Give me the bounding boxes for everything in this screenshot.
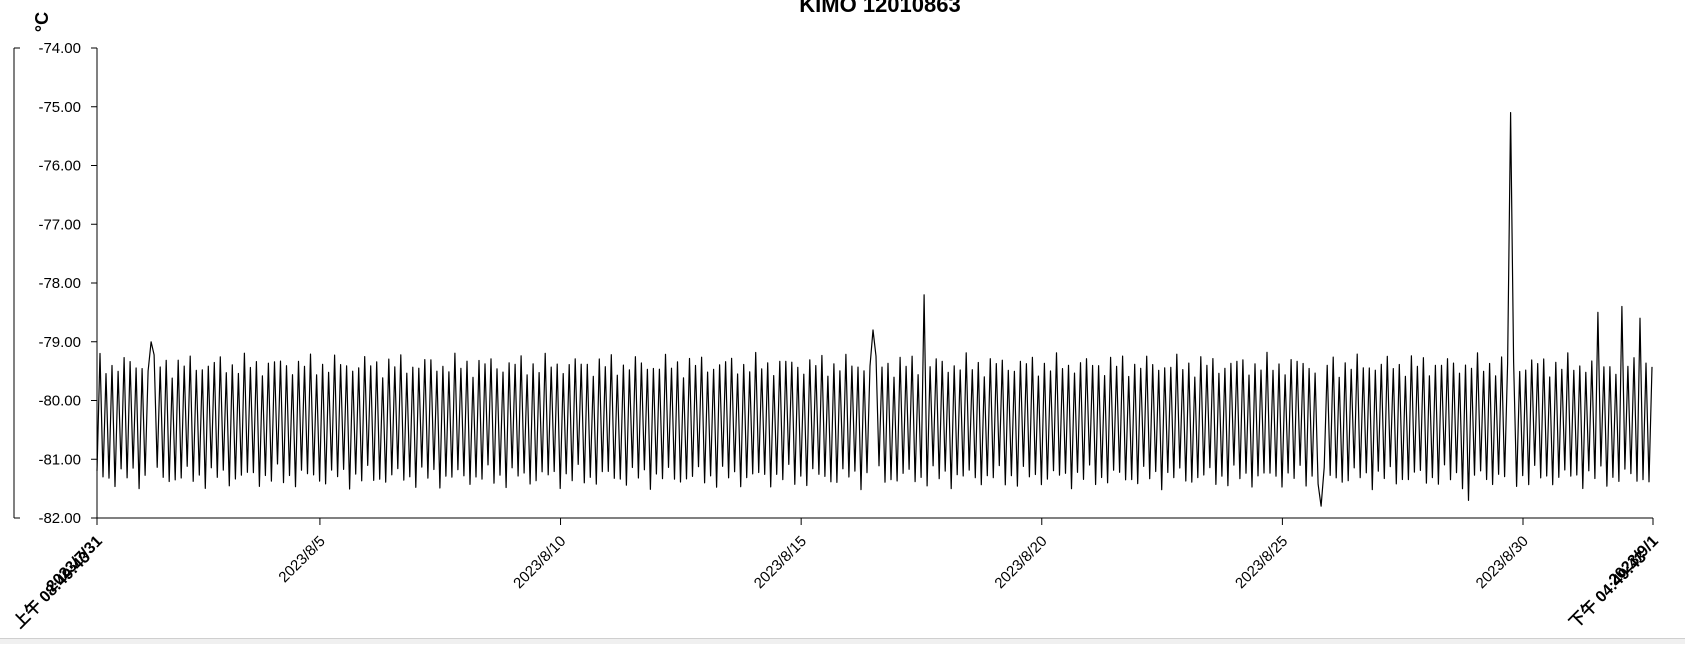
y-tick-label: -76.00 [38,158,81,175]
temperature-series-line [96,112,1653,507]
y-tick-label: -79.00 [38,334,81,351]
series-layer [96,112,1653,507]
y-tick-label: -81.00 [38,451,81,468]
x-tick-label: 2023/8/20 [991,533,1050,592]
y-axis: -74.00 -75.00 -76.00 -77.00 -78.00 -79.00 -80.… [13,40,98,527]
x-tick-label-time: 下午 04:49:43 [1565,547,1650,632]
y-tick-label: -78.00 [38,275,81,292]
x-tick-label: 2023/8/15 [751,533,810,592]
y-tick-label: -82.00 [38,510,81,527]
y-tick-label: -80.00 [38,393,81,410]
x-tick-label: 2023/8/10 [510,533,569,592]
x-tick-label: 2023/8/30 [1473,533,1532,592]
x-tick-label-time: 上午 08:49:43 [9,547,94,632]
x-tick-label: 2023/8/25 [1232,533,1291,592]
y-tick-label: -74.00 [38,40,81,57]
x-tick-label: 2023/8/5 [275,533,328,586]
y-tick-label: -77.00 [38,216,81,233]
y-axis-unit: °C [32,12,52,32]
y-tick-label: -75.00 [38,99,81,116]
chart-title: KIMO 12010863 [799,0,960,17]
bottom-scrollbar[interactable] [0,638,1685,644]
